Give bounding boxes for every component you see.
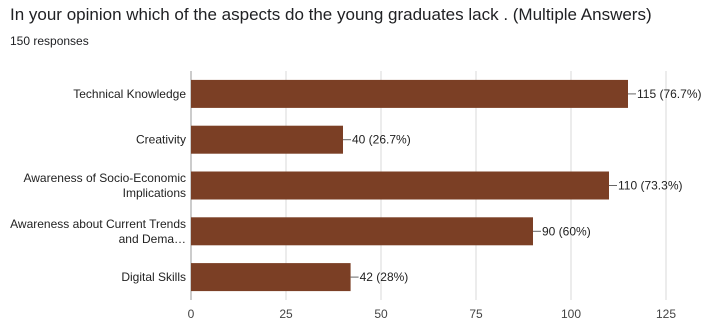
category-label: Implications (123, 186, 186, 200)
data-label: 40 (26.7%) (352, 133, 411, 147)
x-tick-label: 25 (279, 307, 293, 321)
chart-title: In your opinion which of the aspects do … (10, 5, 652, 24)
response-count: 150 responses (10, 34, 89, 48)
category-label: Digital Skills (121, 270, 186, 284)
x-tick-label: 50 (374, 307, 388, 321)
x-tick-label: 100 (561, 307, 581, 321)
bar[interactable] (191, 217, 533, 246)
bar[interactable] (191, 79, 628, 108)
bar[interactable] (191, 263, 351, 292)
x-tick-label: 75 (469, 307, 483, 321)
data-label: 115 (76.7%) (637, 87, 701, 101)
category-label: Creativity (136, 133, 186, 147)
data-label: 90 (60%) (542, 224, 591, 238)
x-tick-label: 125 (656, 307, 676, 321)
x-tick-label: 0 (188, 307, 195, 321)
category-label: Awareness about Current Trends (10, 217, 186, 231)
data-label: 110 (73.3%) (618, 179, 682, 193)
category-label: and Dema… (119, 232, 186, 246)
bar[interactable] (191, 125, 343, 154)
data-label: 42 (28%) (360, 270, 409, 284)
category-label: Awareness of Socio-Economic (23, 171, 186, 185)
category-label: Technical Knowledge (73, 87, 186, 101)
bar[interactable] (191, 171, 609, 200)
